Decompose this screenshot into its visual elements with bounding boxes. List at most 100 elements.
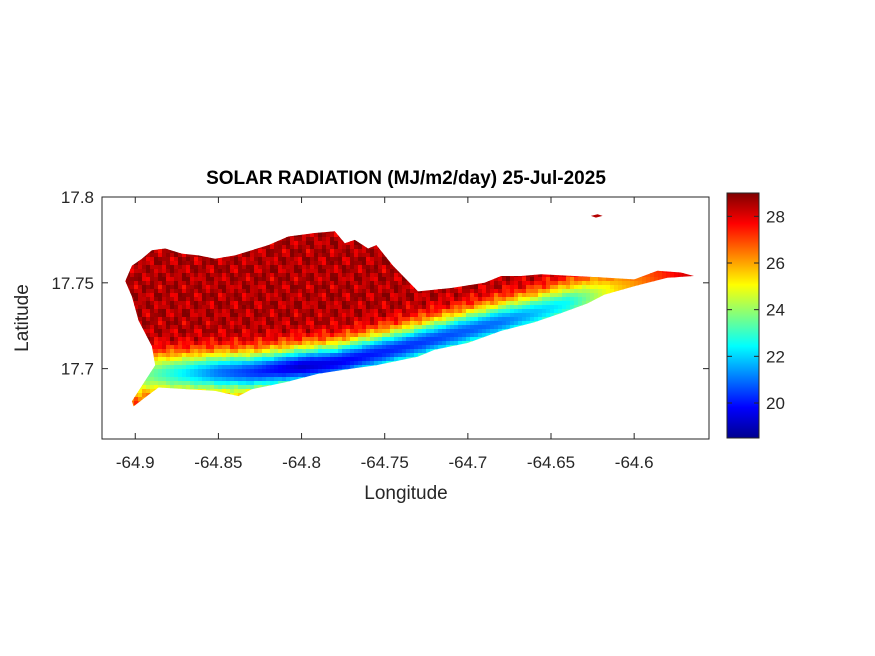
heat-cell	[346, 289, 351, 294]
heat-cell	[382, 273, 387, 278]
heat-cell	[190, 369, 195, 374]
heat-cell	[494, 277, 499, 282]
heat-cell	[306, 249, 311, 254]
heat-cell	[326, 273, 331, 278]
heat-cell	[282, 245, 287, 250]
heat-cell	[166, 309, 171, 314]
heat-cell	[146, 293, 151, 298]
heat-cell	[242, 353, 247, 358]
heat-cell	[158, 329, 163, 334]
heat-cell	[522, 313, 527, 318]
heat-cell	[286, 345, 291, 350]
heat-cell	[326, 297, 331, 302]
heat-cell	[298, 349, 303, 354]
heat-cell	[130, 281, 135, 286]
heat-cell	[270, 357, 275, 362]
heat-cell	[526, 277, 531, 282]
heat-cell	[194, 305, 199, 310]
heat-cell	[450, 309, 455, 314]
heat-cell	[378, 333, 383, 338]
heat-cell	[174, 297, 179, 302]
heat-cell	[294, 265, 299, 270]
heat-cell	[514, 305, 519, 310]
heat-cell	[198, 365, 203, 370]
heat-cell	[450, 289, 455, 294]
heat-cell	[426, 329, 431, 334]
heat-cell	[226, 313, 231, 318]
heat-cell	[202, 313, 207, 318]
heat-cell	[166, 361, 171, 366]
heat-cell	[154, 249, 159, 254]
heat-cell	[502, 309, 507, 314]
heat-cell	[482, 333, 487, 338]
heat-cell	[530, 301, 535, 306]
heat-cell	[282, 349, 287, 354]
heat-cell	[266, 273, 271, 278]
heat-cell	[222, 325, 227, 330]
heat-cell	[202, 373, 207, 378]
heat-cell	[146, 257, 151, 262]
heat-cell	[166, 377, 171, 382]
heat-cell	[322, 273, 327, 278]
heat-cell	[410, 309, 415, 314]
heat-cell	[302, 277, 307, 282]
heat-cell	[234, 333, 239, 338]
heat-cell	[394, 325, 399, 330]
heat-cell	[342, 245, 347, 250]
heat-cell	[362, 253, 367, 258]
heat-cell	[350, 249, 355, 254]
heat-cell	[358, 365, 363, 370]
heat-cell	[306, 317, 311, 322]
heat-cell	[338, 361, 343, 366]
heat-cell	[142, 301, 147, 306]
heat-cell	[382, 285, 387, 290]
heat-cell	[278, 257, 283, 262]
heat-cell	[346, 241, 351, 246]
heat-cell	[266, 261, 271, 266]
heat-cell	[278, 309, 283, 314]
heat-cell	[318, 349, 323, 354]
heat-cell	[270, 289, 275, 294]
heat-cell	[230, 309, 235, 314]
heat-cell	[518, 309, 523, 314]
heat-cell	[194, 257, 199, 262]
heat-cell	[138, 261, 143, 266]
heat-cell	[518, 317, 523, 322]
heat-cell	[222, 285, 227, 290]
heat-cell	[158, 265, 163, 270]
heat-cell	[322, 257, 327, 262]
heat-cell	[190, 293, 195, 298]
heat-cell	[226, 333, 231, 338]
heat-cell	[266, 253, 271, 258]
heat-cell	[310, 289, 315, 294]
heat-cell	[330, 233, 335, 238]
heat-cell	[506, 321, 511, 326]
heat-cell	[434, 341, 439, 346]
heat-cell	[314, 357, 319, 362]
heat-cell	[342, 349, 347, 354]
heat-cell	[214, 309, 219, 314]
heat-cell	[222, 381, 227, 386]
heat-cell	[242, 265, 247, 270]
heat-cell	[330, 369, 335, 374]
heat-cell	[150, 309, 155, 314]
heat-cell	[230, 337, 235, 342]
heat-cell	[458, 317, 463, 322]
heat-cell	[530, 317, 535, 322]
heat-cell	[222, 385, 227, 390]
heat-cell	[270, 281, 275, 286]
heat-cell	[190, 353, 195, 358]
heat-cell	[302, 253, 307, 258]
heat-cell	[374, 341, 379, 346]
heat-cell	[442, 309, 447, 314]
heat-cell	[178, 337, 183, 342]
heat-cell	[242, 333, 247, 338]
heat-cell	[354, 273, 359, 278]
heat-cell	[326, 293, 331, 298]
heat-cell	[214, 265, 219, 270]
heat-cell	[318, 369, 323, 374]
heat-cell	[474, 289, 479, 294]
heat-cell	[306, 245, 311, 250]
heat-cell	[314, 281, 319, 286]
heat-cell	[218, 365, 223, 370]
